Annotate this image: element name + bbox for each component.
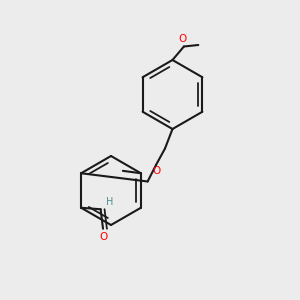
Text: H: H	[106, 197, 113, 207]
Text: O: O	[99, 232, 107, 242]
Text: O: O	[178, 34, 187, 44]
Text: O: O	[153, 167, 161, 176]
